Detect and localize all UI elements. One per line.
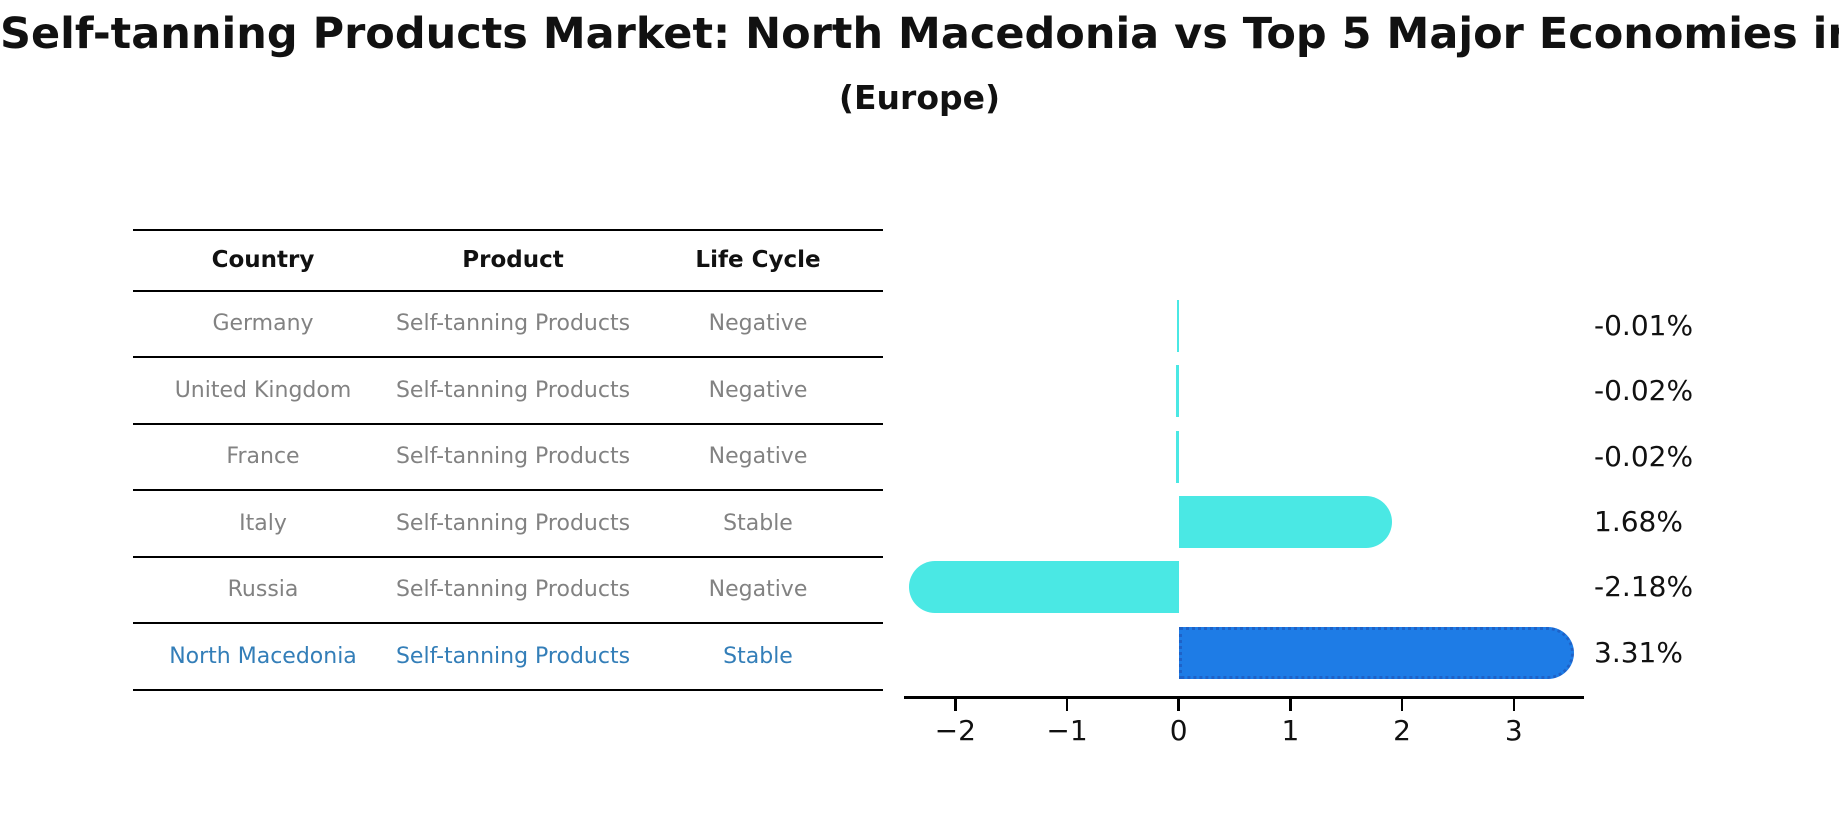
chart-subtitle: (Europe) bbox=[838, 78, 1001, 117]
bar-united-kingdom bbox=[1176, 365, 1179, 418]
country-info-table: Country Product Life Cycle Germany Self-… bbox=[133, 229, 883, 691]
value-label-italy: 1.68% bbox=[1594, 504, 1683, 538]
col-header-country: Country bbox=[211, 247, 315, 274]
cell-product: Self-tanning Products bbox=[395, 577, 631, 603]
x-axis-line bbox=[904, 696, 1584, 699]
table-row-italy: Italy Self-tanning Products Stable bbox=[133, 491, 883, 558]
bar-germany bbox=[1176, 300, 1179, 352]
bar-france bbox=[1176, 430, 1179, 483]
table-row-france: France Self-tanning Products Negative bbox=[133, 425, 883, 491]
cell-lifecycle: Negative bbox=[708, 444, 808, 470]
x-tick-mark bbox=[1512, 698, 1516, 711]
value-label-north-macedonia: 3.31% bbox=[1594, 635, 1683, 669]
cell-product: Self-tanning Products bbox=[395, 444, 631, 470]
value-label-france: -0.02% bbox=[1594, 439, 1694, 473]
cell-country: Russia bbox=[227, 577, 299, 603]
cell-lifecycle: Negative bbox=[708, 577, 808, 603]
cell-country: United Kingdom bbox=[174, 377, 352, 403]
x-tick-label: 0 bbox=[1169, 714, 1188, 747]
table-row-north-macedonia: North Macedonia Self-tanning Products St… bbox=[133, 624, 883, 691]
cell-lifecycle: Negative bbox=[708, 311, 808, 337]
cell-product: Self-tanning Products bbox=[395, 643, 631, 669]
x-tick-label: −1 bbox=[1046, 714, 1088, 747]
x-tick-label: 3 bbox=[1504, 714, 1523, 747]
cell-country: Germany bbox=[212, 311, 314, 337]
value-label-united-kingdom: -0.02% bbox=[1594, 374, 1694, 408]
cell-lifecycle: Stable bbox=[723, 643, 793, 669]
x-tick-mark bbox=[1289, 698, 1292, 711]
bar-italy bbox=[1178, 495, 1393, 548]
cell-lifecycle: Stable bbox=[723, 510, 793, 536]
x-tick-mark bbox=[954, 698, 957, 711]
cell-product: Self-tanning Products bbox=[395, 377, 631, 403]
bar-russia bbox=[909, 561, 1179, 614]
bar-north-macedonia bbox=[1178, 626, 1575, 679]
cell-product: Self-tanning Products bbox=[395, 510, 631, 536]
col-header-lifecycle: Life Cycle bbox=[695, 247, 821, 274]
x-tick-mark bbox=[1400, 698, 1404, 711]
x-tick-mark bbox=[1177, 698, 1180, 711]
cell-country: Italy bbox=[239, 510, 287, 536]
value-label-germany: -0.01% bbox=[1594, 309, 1694, 342]
x-tick-label: 2 bbox=[1393, 714, 1411, 747]
table-row-russia: Russia Self-tanning Products Negative bbox=[133, 558, 883, 624]
value-label-russia: -2.18% bbox=[1594, 570, 1694, 604]
cell-country: North Macedonia bbox=[169, 643, 357, 669]
x-tick-mark bbox=[1065, 698, 1069, 711]
cell-lifecycle: Negative bbox=[708, 377, 808, 403]
x-tick-label: −2 bbox=[934, 714, 976, 747]
chart-title: Self-tanning Products Market: North Mace… bbox=[0, 9, 1839, 59]
table-header-row: Country Product Life Cycle bbox=[133, 231, 883, 292]
table-row-germany: Germany Self-tanning Products Negative bbox=[133, 292, 883, 358]
col-header-product: Product bbox=[462, 247, 564, 274]
table-row-united-kingdom: United Kingdom Self-tanning Products Neg… bbox=[133, 358, 883, 425]
cell-country: France bbox=[226, 444, 300, 470]
cell-product: Self-tanning Products bbox=[395, 311, 631, 337]
x-tick-label: 1 bbox=[1281, 714, 1300, 747]
